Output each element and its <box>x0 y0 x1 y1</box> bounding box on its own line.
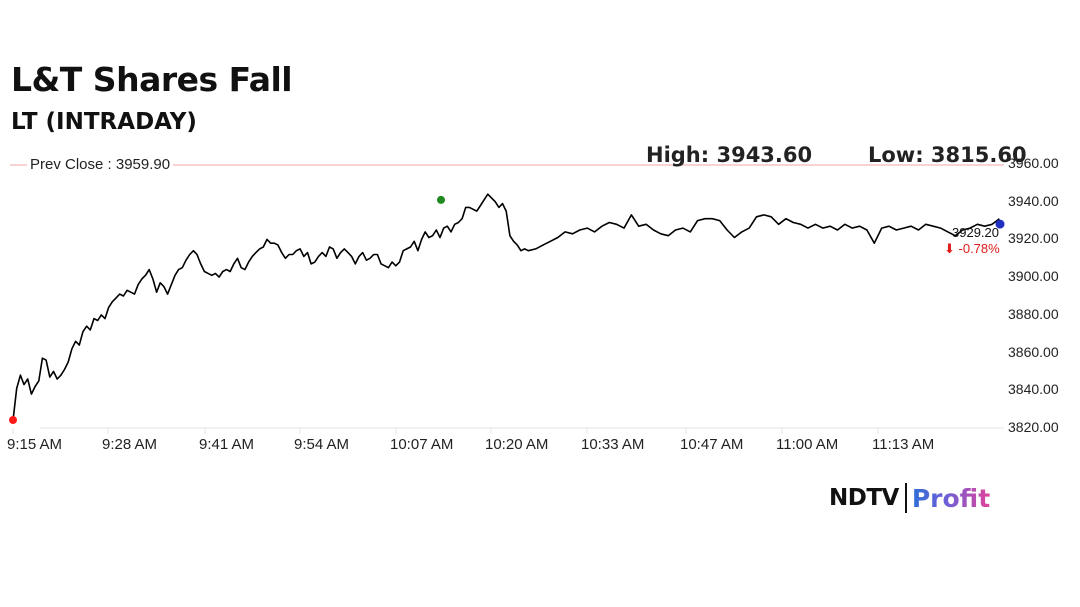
x-tick-label: 11:00 AM <box>776 436 839 453</box>
profit-wordmark: Profit <box>911 483 991 513</box>
x-tick-label: 9:54 AM <box>294 436 350 453</box>
last-price-marker <box>995 219 1005 229</box>
chart-title: L&T Shares Fall <box>11 60 293 99</box>
ndtv-profit-logo: NDTV Profit <box>829 480 990 516</box>
y-tick-label: 3880.00 <box>1008 305 1059 322</box>
high-marker <box>437 195 445 204</box>
price-line <box>12 193 1000 421</box>
low-marker <box>9 416 17 424</box>
x-tick-label: 9:15 AM <box>7 436 63 453</box>
x-axis-ticks <box>12 428 879 434</box>
y-tick-label: 3940.00 <box>1008 192 1059 209</box>
y-tick-label: 3840.00 <box>1008 381 1059 398</box>
x-tick-label: 10:07 AM <box>390 436 454 453</box>
x-tick-label: 11:13 AM <box>872 436 935 453</box>
y-tick-label: 3860.00 <box>1008 343 1059 360</box>
high-label: High: 3943.60 <box>646 143 813 167</box>
ndtv-wordmark: NDTV <box>829 485 899 511</box>
logo-divider <box>904 483 907 513</box>
x-tick-label: 10:47 AM <box>680 436 744 453</box>
last-change-label: ⬇ -0.78% <box>944 241 1000 256</box>
chart-subtitle: LT (INTRADAY) <box>11 109 197 135</box>
x-tick-label: 9:28 AM <box>102 436 158 453</box>
prev-close-label: Prev Close : 3959.90 <box>27 156 174 173</box>
x-tick-label: 10:33 AM <box>581 436 645 453</box>
y-tick-label: 3900.00 <box>1008 268 1059 285</box>
y-tick-label: 3820.00 <box>1008 419 1059 435</box>
low-label: Low: 3815.60 <box>868 143 1027 167</box>
x-tick-label: 10:20 AM <box>485 436 549 453</box>
y-tick-label: 3920.00 <box>1008 230 1059 247</box>
x-tick-label: 9:41 AM <box>199 436 255 453</box>
y-tick-label: 3960.00 <box>1008 155 1059 171</box>
last-price-label: 3929.20 <box>952 225 999 240</box>
